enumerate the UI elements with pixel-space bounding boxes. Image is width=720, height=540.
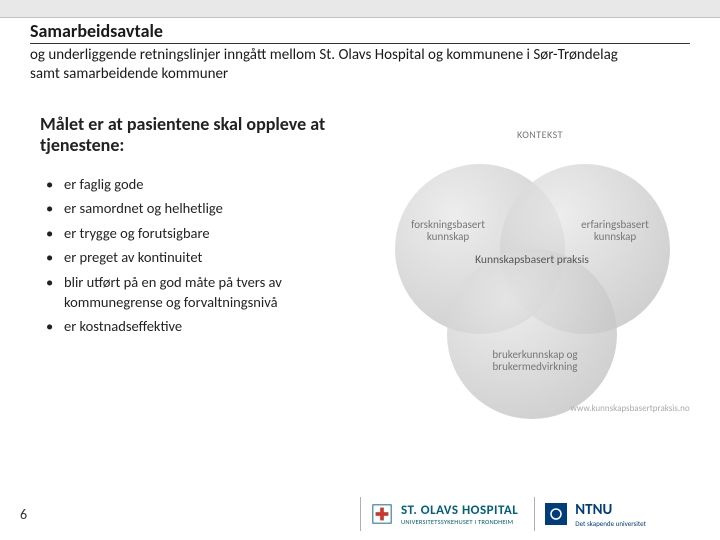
ntnu-name: NTNU [575,501,646,519]
bullet-text: er preget av kontinuitet [64,248,202,268]
stolav-sub: UNIVERSITETSSYKEHUSET I TRONDHEIM [401,518,518,526]
venn-diagram: KONTEKST forskningsbasert kunnskap erfar… [380,114,690,414]
page-title: Samarbeidsavtale [30,20,690,44]
page-subtitle: og underliggende retningslinjer inngått … [30,46,630,84]
list-item: •er trygge og forutsigbare [46,224,370,244]
left-column: Målet er at pasientene skal oppleve at t… [40,114,370,414]
stolav-logo: ST. OLAVS HOSPITAL UNIVERSITETSSYKEHUSET… [371,503,524,526]
stolav-name: ST. OLAVS HOSPITAL [401,503,518,518]
content-area: Målet er at pasientene skal oppleve at t… [0,84,720,414]
venn-label-forskning: forskningsbasert kunnskap [398,219,498,243]
bullet-text: er kostnadseffektive [64,317,182,337]
right-column: KONTEKST forskningsbasert kunnskap erfar… [370,114,700,414]
ntnu-text: NTNU Det skapende universitet [575,501,646,528]
bullet-text: er samordnet og helhetlige [64,199,223,219]
venn-label-source: www.kunnskapsbasertpraksis.no [560,404,700,414]
page-number: 6 [0,506,350,523]
list-item: •blir utført på en god måte på tvers av … [46,273,370,312]
goal-heading: Målet er at pasientene skal oppleve at t… [40,114,370,157]
ntnu-logo: NTNU Det skapende universitet [545,501,652,528]
stolav-text: ST. OLAVS HOSPITAL UNIVERSITETSSYKEHUSET… [401,503,518,526]
top-border-bar [0,0,720,18]
venn-label-erfaring: erfaringsbasert kunnskap [565,219,665,243]
footer-separator [360,497,361,531]
header: Samarbeidsavtale og underliggende retnin… [0,18,720,84]
venn-label-bruker: brukerkunnskap og brukermedvirkning [480,349,590,373]
bullet-text: er faglig gode [64,175,143,195]
venn-label-kontekst: KONTEKST [510,129,570,140]
list-item: •er kostnadseffektive [46,317,370,337]
list-item: •er faglig gode [46,175,370,195]
footer: 6 ST. OLAVS HOSPITAL UNIVERSITETSSYKEHUS… [0,488,720,540]
bullet-text: er trygge og forutsigbare [64,224,210,244]
footer-separator [534,497,535,531]
goal-bullet-list: •er faglig gode •er samordnet og helhetl… [40,175,370,337]
ntnu-icon [545,503,567,525]
stolav-icon [371,503,393,525]
list-item: •er preget av kontinuitet [46,248,370,268]
list-item: •er samordnet og helhetlige [46,199,370,219]
venn-label-center: Kunnskapsbasert praksis [472,254,592,267]
bullet-text: blir utført på en god måte på tvers av k… [64,273,370,312]
venn-circle-bruker [447,249,617,419]
ntnu-sub: Det skapende universitet [575,519,646,528]
